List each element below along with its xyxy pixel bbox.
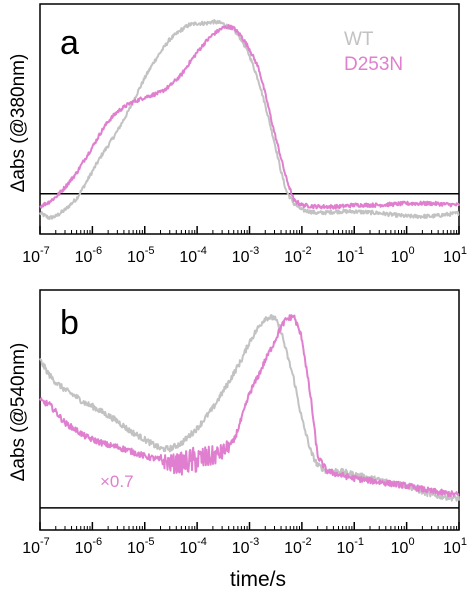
- tick-label: 10-5: [127, 245, 155, 266]
- panel-a-label: a: [60, 24, 79, 62]
- tick-label: 10-7: [22, 536, 50, 557]
- x-axis-label: time/s: [230, 568, 286, 591]
- panel-a: 10-7 10-6 10-5 10-4 10-3 10-2 10-1 100 101 a WT …: [8, 3, 467, 266]
- tick-label: 10-3: [232, 245, 260, 266]
- panel-a-tick-labels: 10-7 10-6 10-5 10-4 10-3 10-2 10-1 100 101: [22, 245, 467, 266]
- tick-label: 10-7: [22, 245, 50, 266]
- tick-label: 100: [391, 245, 415, 266]
- tick-label: 10-4: [179, 536, 207, 557]
- series-line-wt: [39, 19, 460, 220]
- tick-label: 10-2: [284, 245, 312, 266]
- panel-b-ticks: [39, 522, 460, 530]
- tick-label: 10-5: [127, 536, 155, 557]
- panel-b: 10-7 10-6 10-5 10-4 10-3 10-2 10-1 100 101 b ×0.…: [8, 289, 467, 557]
- scale-factor-annotation: ×0.7: [100, 472, 134, 491]
- panel-b-label: b: [60, 304, 79, 342]
- panel-a-frame: [39, 3, 460, 235]
- panel-a-ticks: [39, 226, 460, 234]
- panel-a-series: [39, 19, 460, 220]
- legend-d253n: D253N: [344, 54, 403, 75]
- series-line-d253n: [39, 24, 460, 210]
- panel-b-tick-labels: 10-7 10-6 10-5 10-4 10-3 10-2 10-1 100 101: [22, 536, 467, 557]
- tick-label: 101: [443, 245, 467, 266]
- tick-label: 10-2: [284, 536, 312, 557]
- tick-label: 10-3: [232, 536, 260, 557]
- tick-label: 10-6: [75, 245, 103, 266]
- series-line-d253n: [39, 314, 460, 498]
- tick-label: 10-4: [179, 245, 207, 266]
- panel-a-ylabel: Δabs (@380nm): [8, 54, 29, 193]
- tick-label: 100: [391, 536, 415, 557]
- panel-b-series: [39, 314, 460, 502]
- legend-wt: WT: [344, 29, 374, 50]
- tick-label: 10-1: [336, 536, 364, 557]
- tick-label: 101: [443, 536, 467, 557]
- panel-b-ylabel: Δabs (@540nm): [8, 343, 29, 482]
- tick-label: 10-6: [75, 536, 103, 557]
- tick-label: 10-1: [336, 245, 364, 266]
